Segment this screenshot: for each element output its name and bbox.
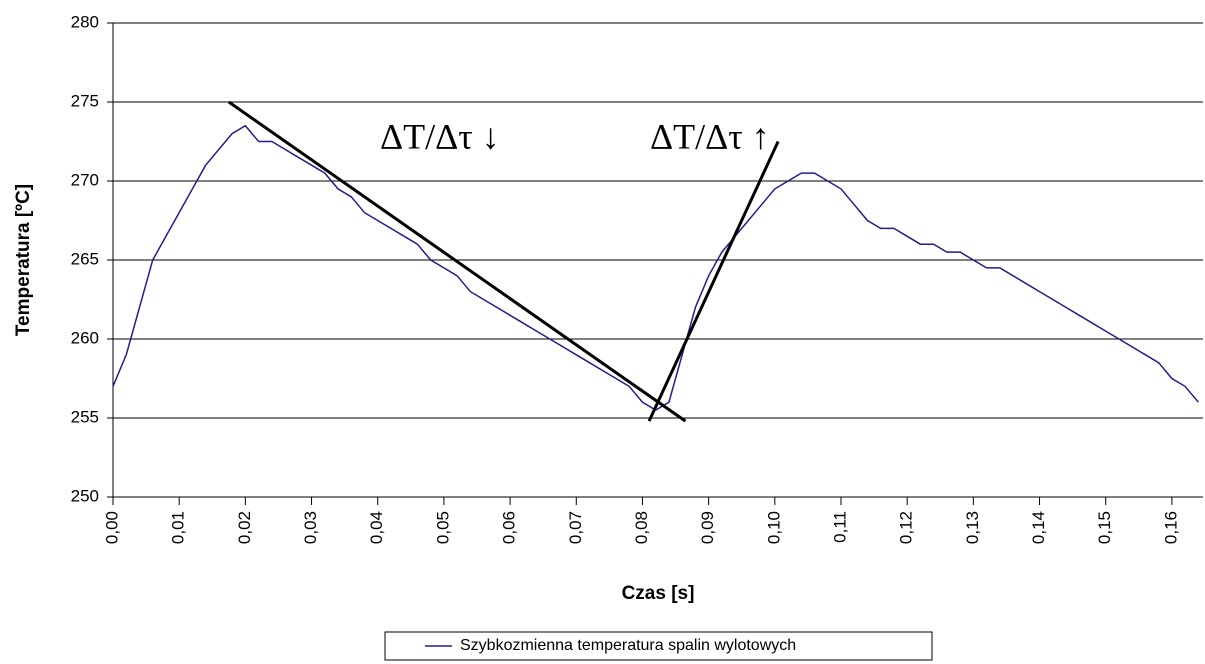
x-tick-label: 0,09 — [698, 511, 717, 544]
x-tick-label: 0,04 — [367, 511, 386, 544]
annotation: ΔT/Δτ ↑ — [650, 116, 770, 156]
trend-line — [647, 140, 780, 422]
x-tick-label: 0,10 — [764, 511, 783, 544]
x-tick-label: 0,16 — [1161, 511, 1180, 544]
y-tick-label: 255 — [71, 407, 99, 426]
x-tick-label: 0,13 — [963, 511, 982, 544]
x-tick-label: 0,11 — [830, 511, 849, 543]
x-tick-label: 0,06 — [500, 511, 519, 544]
x-tick-label: 0,03 — [301, 511, 320, 544]
x-tick-label: 0,15 — [1095, 511, 1114, 544]
x-axis-title: Czas [s] — [622, 583, 695, 604]
legend-box — [384, 631, 933, 661]
y-tick-label: 260 — [71, 328, 99, 347]
y-tick-label: 265 — [71, 249, 99, 268]
x-tick-label: 0,05 — [433, 511, 452, 544]
x-tick-label: 0,01 — [169, 511, 188, 544]
y-axis-title: Temperatura [ºC] — [13, 184, 34, 336]
y-tick-label: 275 — [71, 91, 99, 110]
y-tick-label: 250 — [71, 486, 99, 505]
y-tick-label: 280 — [71, 12, 99, 31]
x-tick-label: 0,07 — [566, 511, 585, 544]
data-line — [112, 124, 1199, 411]
trend-line — [227, 100, 687, 423]
x-tick-label: 0,08 — [632, 511, 651, 544]
legend-entry: Szybkozmienna temperatura spalin wylotow… — [460, 637, 796, 654]
y-tick-label: 270 — [71, 170, 99, 189]
x-tick-label: 0,02 — [235, 511, 254, 544]
x-tick-label: 0,00 — [102, 511, 121, 544]
x-tick-label: 0,14 — [1029, 511, 1048, 544]
x-tick-label: 0,12 — [897, 511, 916, 544]
annotation: ΔT/Δτ ↓ — [380, 116, 500, 156]
